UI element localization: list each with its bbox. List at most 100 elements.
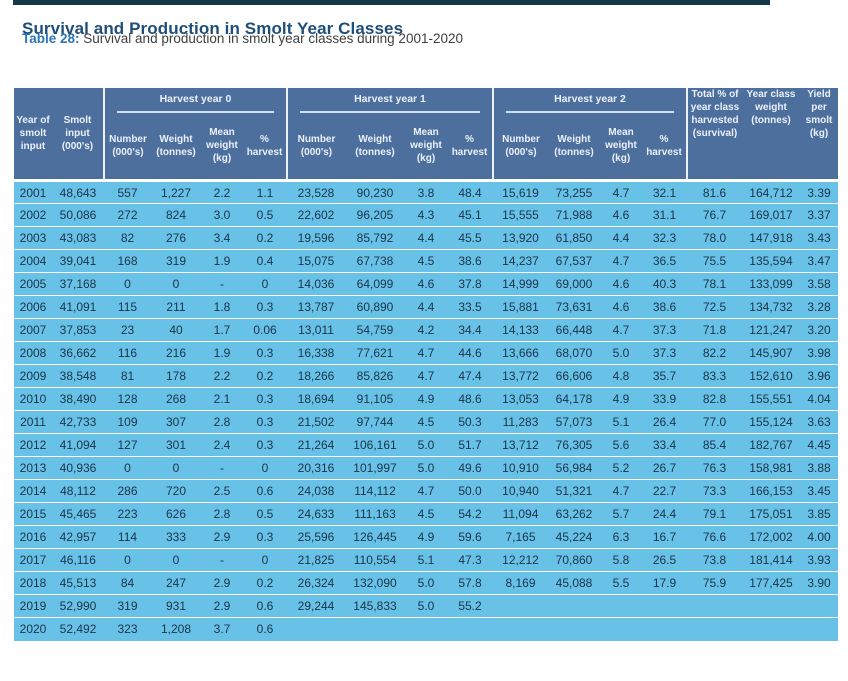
table-cell: 5.2 [600, 456, 642, 480]
table-cell: 24,038 [287, 479, 345, 503]
table-cell: 134,732 [742, 295, 800, 319]
table-row: 2010 38,490 128 268 2.1 0.3 18,694 91,105 4.9 48.… [14, 387, 838, 411]
table-cell: 85.4 [687, 433, 742, 457]
table-row: 2016 42,957 114 333 2.9 0.3 25,596 126,445 4.9 59… [14, 525, 838, 549]
table-cell: 115 [104, 295, 151, 319]
table-cell: 2015 [14, 502, 52, 526]
table-cell: 2.5 [201, 479, 243, 503]
table-cell: 55.2 [447, 594, 493, 618]
table-cell: 4.7 [600, 249, 642, 273]
table-cell: 168 [104, 249, 151, 273]
table-cell: 36.5 [642, 249, 687, 273]
table-cell: 121,247 [742, 318, 800, 342]
table-cell: 116 [104, 341, 151, 365]
table-cell: 43,083 [52, 226, 104, 250]
table-cell: 4.6 [600, 295, 642, 319]
table-cell: 45.5 [447, 226, 493, 250]
table-row: 2012 41,094 127 301 2.4 0.3 21,264 106,161 5.0 51… [14, 433, 838, 457]
table-cell: 19,596 [287, 226, 345, 250]
table-cell: 1.9 [201, 249, 243, 273]
group-header-harvest-year-0: Harvest year 0 [103, 88, 287, 113]
table-cell: 77.0 [687, 410, 742, 434]
table-cell: 85,826 [345, 364, 405, 388]
table-cell: 90,230 [345, 180, 405, 204]
table-cell: 3.98 [800, 341, 838, 365]
col-header-number-y2: Number (000's) [492, 112, 548, 183]
table-cell: 5.8 [600, 548, 642, 572]
table-cell: 2016 [14, 525, 52, 549]
table-cell: 0.3 [243, 433, 287, 457]
table-row: 2009 38,548 81 178 2.2 0.2 18,266 85,826 4.7 47.4… [14, 364, 838, 388]
table-row: 2005 37,168 0 0-0 14,036 64,099 4.6 37.8 14,999 6… [14, 272, 838, 296]
table-cell: 38,548 [52, 364, 104, 388]
table-cell: 5.0 [600, 341, 642, 365]
table-cell: 0.5 [243, 203, 287, 227]
table-cell: 2001 [14, 180, 52, 204]
table-row: 2018 45,513 84 247 2.9 0.2 26,324 132,090 5.0 57.… [14, 571, 838, 595]
table-cell: 3.43 [800, 226, 838, 250]
table-cell: 4.04 [800, 387, 838, 411]
table-cell: 3.39 [800, 180, 838, 204]
table-cell: 1,208 [151, 617, 201, 641]
table-cell: 4.3 [405, 203, 447, 227]
table-cell: 56,984 [548, 456, 600, 480]
table-cell: 38.6 [447, 249, 493, 273]
table-cell: 2008 [14, 341, 52, 365]
table-cell: 0 [243, 456, 287, 480]
table-cell: 0.6 [243, 479, 287, 503]
table-cell: 13,920 [493, 226, 548, 250]
table-cell: 1.7 [201, 318, 243, 342]
table-cell: 76,305 [548, 433, 600, 457]
table-cell: 35.7 [642, 364, 687, 388]
table-cell: 127 [104, 433, 151, 457]
table-cell: 2.9 [201, 571, 243, 595]
table-cell: 97,744 [345, 410, 405, 434]
table-cell: 4.9 [405, 387, 447, 411]
table-cell: 0.3 [243, 525, 287, 549]
table-cell: 22,602 [287, 203, 345, 227]
table-cell: 76.3 [687, 456, 742, 480]
table-cell: 5.0 [405, 456, 447, 480]
table-cell: 3.8 [405, 180, 447, 204]
table-row: 2015 45,465 223 626 2.8 0.5 24,633 111,163 4.5 54… [14, 502, 838, 526]
table-cell: 14,999 [493, 272, 548, 296]
table-cell: 0.3 [243, 410, 287, 434]
table-cell: 557 [104, 180, 151, 204]
table-cell: 128 [104, 387, 151, 411]
table-cell: 82.8 [687, 387, 742, 411]
table-cell: 26,324 [287, 571, 345, 595]
table-cell: 2.4 [201, 433, 243, 457]
table-cell: 25,596 [287, 525, 345, 549]
table-cell: 101,997 [345, 456, 405, 480]
table-cell: 70,860 [548, 548, 600, 572]
table-cell: 3.88 [800, 456, 838, 480]
table-cell: 79.1 [687, 502, 742, 526]
table-cell: 81 [104, 364, 151, 388]
table-cell: 2006 [14, 295, 52, 319]
table-cell: 49.6 [447, 456, 493, 480]
table-cell: 45.1 [447, 203, 493, 227]
table-cell: 20,316 [287, 456, 345, 480]
col-header-number-y0: Number (000's) [103, 112, 151, 183]
table-cell: 38,490 [52, 387, 104, 411]
table-cell: 2005 [14, 272, 52, 296]
table-cell: 72.5 [687, 295, 742, 319]
table-cell: 3.90 [800, 571, 838, 595]
table-cell: 52,492 [52, 617, 104, 641]
table-cell: 67,537 [548, 249, 600, 273]
table-cell: 0.6 [243, 617, 287, 641]
top-accent-bar [13, 0, 770, 5]
table-cell: 4.5 [405, 410, 447, 434]
table-cell: 41,094 [52, 433, 104, 457]
table-cell: 64,178 [548, 387, 600, 411]
table-cell: 64,099 [345, 272, 405, 296]
table-cell: 24.4 [642, 502, 687, 526]
table-cell [493, 617, 548, 641]
table-cell: 0 [243, 272, 287, 296]
table-cell: 5.0 [405, 433, 447, 457]
table-cell: 13,666 [493, 341, 548, 365]
table-cell: 52,990 [52, 594, 104, 618]
table-cell: 15,619 [493, 180, 548, 204]
table-cell: 33.4 [642, 433, 687, 457]
group-header-harvest-year-1: Harvest year 1 [286, 88, 493, 113]
